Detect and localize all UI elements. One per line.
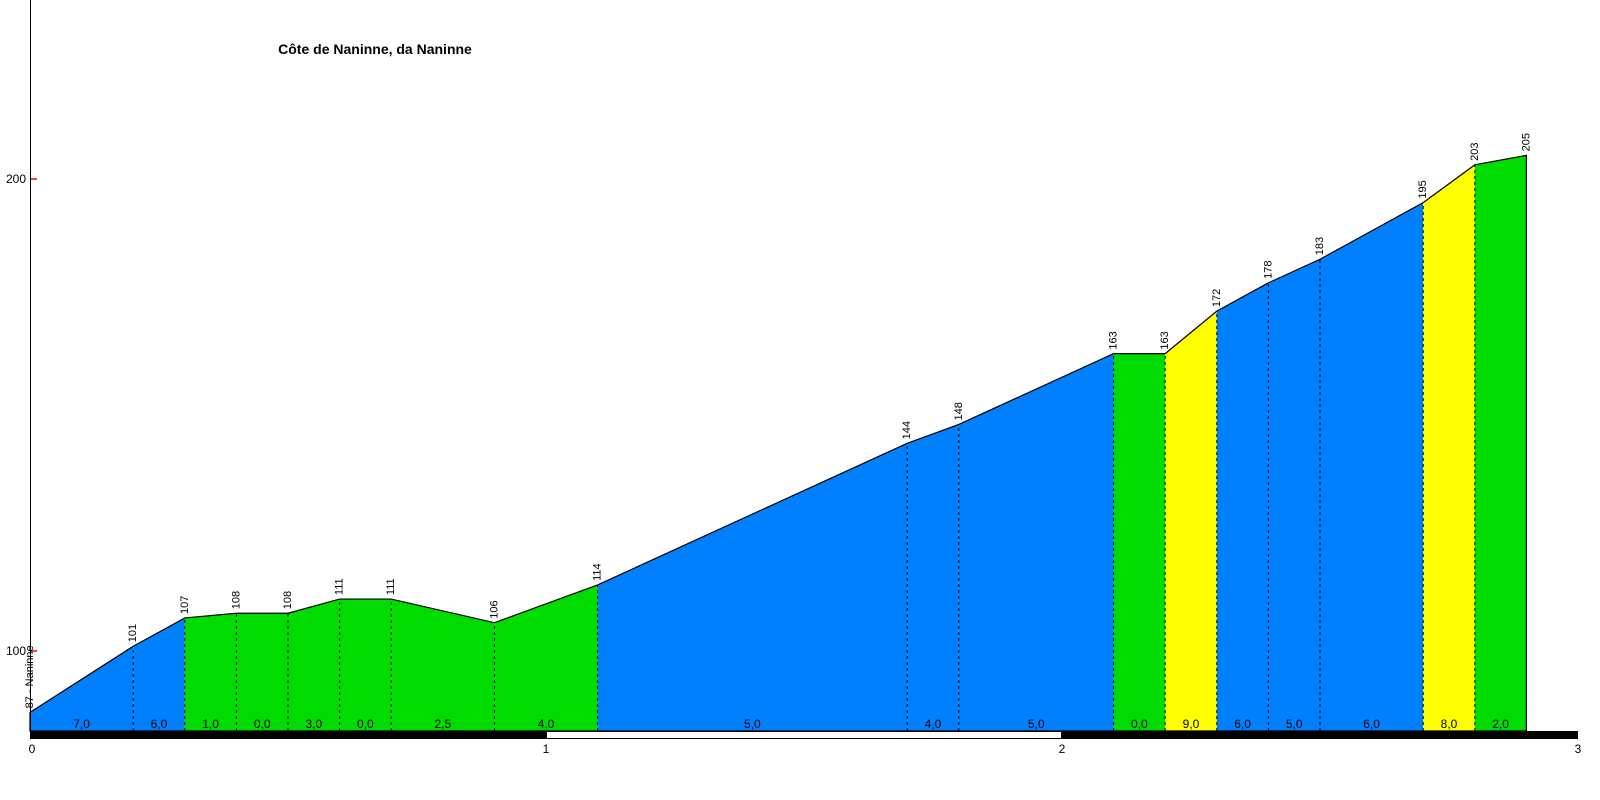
segment-gradient-label: 4,0 [925, 717, 942, 731]
elevation-label: 108 [282, 591, 294, 609]
elevation-label: 144 [901, 421, 913, 439]
chart-title: Côte de Naninne, da Naninne [278, 41, 472, 57]
segment-gradient-label: 6,0 [1363, 717, 1380, 731]
segment-gradient-label: 0,0 [357, 717, 374, 731]
segment-gradient-label: 3,0 [305, 717, 322, 731]
segment-gradient-label: 1,0 [202, 717, 219, 731]
elevation-label: 183 [1314, 237, 1326, 255]
segment-gradient-label: 6,0 [1234, 717, 1251, 731]
elevation-label: 163 [1159, 331, 1171, 349]
segment-gradient-label: 5,0 [1286, 717, 1303, 731]
elevation-label: 114 [592, 563, 604, 581]
elevation-label: 178 [1262, 260, 1274, 278]
segment-gradient-label: 7,0 [73, 717, 90, 731]
gradient-segment-area [1165, 311, 1217, 731]
elevation-label: 108 [230, 591, 242, 609]
elevation-label: 148 [953, 402, 965, 420]
segment-gradient-label: 0,0 [254, 717, 271, 731]
segment-gradient-label: 9,0 [1183, 717, 1200, 731]
gradient-segment-area [339, 599, 392, 731]
km-bar-black [1062, 731, 1578, 739]
gradient-segment-area [1268, 259, 1320, 731]
gradient-segment-area [494, 584, 598, 731]
gradient-segment-area [1474, 155, 1527, 731]
x-axis-tick-label: 0 [29, 742, 36, 756]
gradient-segment-area [1423, 164, 1475, 732]
gradient-segment-area [391, 599, 495, 731]
km-bar-white [546, 731, 1062, 739]
elevation-label: 205 [1520, 133, 1532, 151]
gradient-segment-area [288, 599, 340, 731]
segment-gradient-label: 2,5 [434, 717, 451, 731]
x-axis-tick-label: 1 [543, 742, 550, 756]
profile-outline [29, 154, 1527, 732]
elevation-label: 195 [1417, 180, 1429, 198]
gradient-segment-area [30, 646, 134, 731]
elevation-label: 111 [385, 578, 397, 595]
x-axis-tick-label: 3 [1575, 742, 1582, 756]
gradient-segment-area [907, 424, 959, 731]
gradient-segment-area [236, 613, 288, 731]
gradient-segment-area [1216, 282, 1269, 731]
km-bar-black [30, 731, 546, 739]
x-axis-tick-label: 2 [1059, 742, 1066, 756]
elevation-label: 87 - Naninne [24, 645, 36, 708]
segment-gradient-label: 5,0 [744, 717, 761, 731]
elevation-label: 106 [488, 600, 500, 618]
segment-gradient-label: 8,0 [1441, 717, 1458, 731]
gradient-segment-area [184, 613, 237, 731]
elevation-label: 101 [127, 624, 139, 642]
gradient-segment-area [958, 353, 1114, 731]
gradient-segment-area [133, 617, 185, 731]
y-axis-tick-label: 200 [6, 172, 26, 186]
segment-gradient-label: 4,0 [538, 717, 555, 731]
elevation-label: 172 [1211, 289, 1223, 307]
segment-gradient-label: 6,0 [151, 717, 168, 731]
gradient-segment-area [597, 443, 908, 731]
segment-gradient-label: 0,0 [1131, 717, 1148, 731]
y-axis-tick-label: 100 [6, 644, 26, 658]
gradient-segment-area [1113, 353, 1166, 731]
elevation-label: 163 [1108, 331, 1120, 349]
gradient-segment-area [1320, 202, 1424, 732]
elevation-label: 203 [1469, 142, 1481, 160]
segment-gradient-label: 2,0 [1492, 717, 1509, 731]
elevation-label: 107 [179, 596, 191, 614]
segment-gradient-label: 5,0 [1028, 717, 1045, 731]
elevation-label: 111 [334, 578, 346, 595]
